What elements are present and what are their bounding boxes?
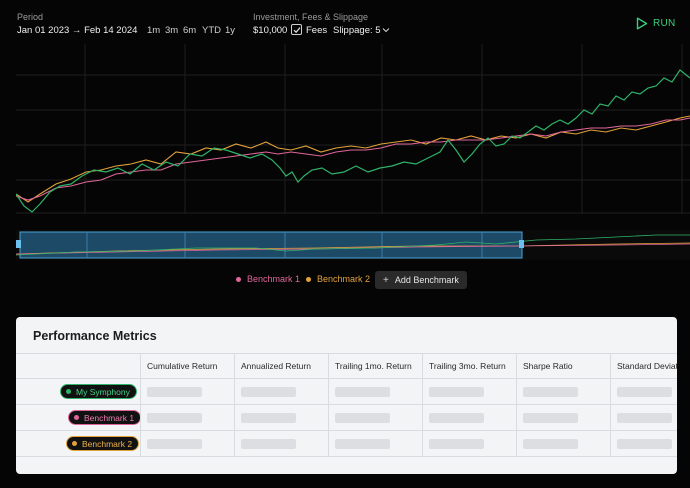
chevron-down-icon[interactable] [382,27,390,33]
loading-skeleton [147,387,202,397]
plus-icon: + [383,274,389,286]
table-cell [140,405,234,430]
panel-title: Performance Metrics [33,329,157,343]
loading-skeleton [617,387,672,397]
run-label: RUN [653,17,676,29]
table-row: My Symphony [16,379,677,405]
loading-skeleton [429,413,484,423]
column-header: Standard Deviation [610,354,677,379]
navigator-gridlines [86,232,483,258]
column-header: Trailing 1mo. Return [328,354,422,379]
chart-legend: Benchmark 1 Benchmark 2 + Add Benchmark [0,271,690,289]
performance-metrics-panel: Performance Metrics Cumulative Return An… [16,317,677,474]
period-label: Period [17,12,44,22]
navigator-selection[interactable] [19,231,523,259]
table-row: Benchmark 2 [16,431,677,457]
row-label: Benchmark 1 [84,412,135,423]
slippage-select[interactable]: Slippage: 5 [333,25,381,36]
navigator-symphony-line [16,234,690,256]
navigator-left-handle[interactable] [16,240,21,248]
table-cell [610,405,677,430]
column-header: Sharpe Ratio [516,354,610,379]
range-1y-button[interactable]: 1y [225,25,236,36]
legend-benchmark-1[interactable]: Benchmark 1 [236,274,300,284]
column-header: Annualized Return [234,354,328,379]
row-label: Benchmark 2 [82,438,133,449]
range-1m-button[interactable]: 1m [147,25,161,36]
loading-skeleton [147,439,202,449]
table-cell [328,379,422,404]
table-cell [422,431,516,456]
legend-label: Benchmark 2 [317,274,371,284]
table-cell [140,379,234,404]
table-cell [610,379,677,404]
row-label-benchmark-1[interactable]: Benchmark 1 [68,410,142,425]
loading-skeleton [617,413,672,423]
fees-checkbox[interactable] [291,24,302,35]
loading-skeleton [523,387,578,397]
legend-label: Benchmark 1 [247,274,301,284]
table-cell [234,379,328,404]
table-cell [516,431,610,456]
legend-benchmark-2[interactable]: Benchmark 2 [306,274,370,284]
benchmark2-line [16,115,690,203]
legend-dot [236,276,241,282]
loading-skeleton [523,439,578,449]
column-header: Cumulative Return [140,354,234,379]
fees-label: Fees [306,25,328,36]
table-cell [610,431,677,456]
table-cell [234,431,328,456]
table-cell [516,405,610,430]
range-navigator[interactable] [16,230,690,260]
range-6m-button[interactable]: 6m [183,25,197,36]
loading-skeleton [335,439,390,449]
legend-dot [306,276,311,282]
range-ytd-button[interactable]: YTD [202,25,221,36]
range-3m-button[interactable]: 3m [165,25,179,36]
period-range-picker[interactable]: Jan 01 2023 → Feb 14 2024 [17,25,138,36]
run-button[interactable]: RUN [636,15,676,31]
backtest-controls: Period Jan 01 2023 → Feb 14 2024 1m 3m 6… [0,0,690,44]
loading-skeleton [147,413,202,423]
loading-skeleton [523,413,578,423]
symphony-line [16,69,690,213]
loading-skeleton [241,439,296,449]
play-icon [636,17,648,29]
table-cell [234,405,328,430]
row-dot [66,389,71,394]
row-dot [72,441,77,446]
table-cell [328,405,422,430]
loading-skeleton [429,439,484,449]
table-header-row: Cumulative Return Annualized Return Trai… [16,353,677,379]
loading-skeleton [335,413,390,423]
table-cell [516,379,610,404]
row-dot [74,415,79,420]
navigator-right-handle[interactable] [519,240,524,248]
table-cell [422,405,516,430]
loading-skeleton [241,387,296,397]
table-cell [422,379,516,404]
row-label: My Symphony [76,386,130,397]
table-cell [140,431,234,456]
loading-skeleton [335,387,390,397]
row-label-benchmark-2[interactable]: Benchmark 2 [66,436,140,451]
loading-skeleton [429,387,484,397]
table-cell [328,431,422,456]
checkmark-icon [293,27,301,34]
loading-skeleton [617,439,672,449]
column-header: Trailing 3mo. Return [422,354,516,379]
backtest-chart[interactable] [16,44,690,214]
add-benchmark-button[interactable]: + Add Benchmark [375,271,467,289]
loading-skeleton [241,413,296,423]
row-label-my-symphony[interactable]: My Symphony [60,384,137,399]
add-benchmark-label: Add Benchmark [394,275,459,285]
investment-amount-input[interactable]: $10,000 [253,25,288,36]
chart-gridlines [16,44,690,214]
table-row: Benchmark 1 [16,405,677,431]
investment-label: Investment, Fees & Slippage [253,12,369,22]
